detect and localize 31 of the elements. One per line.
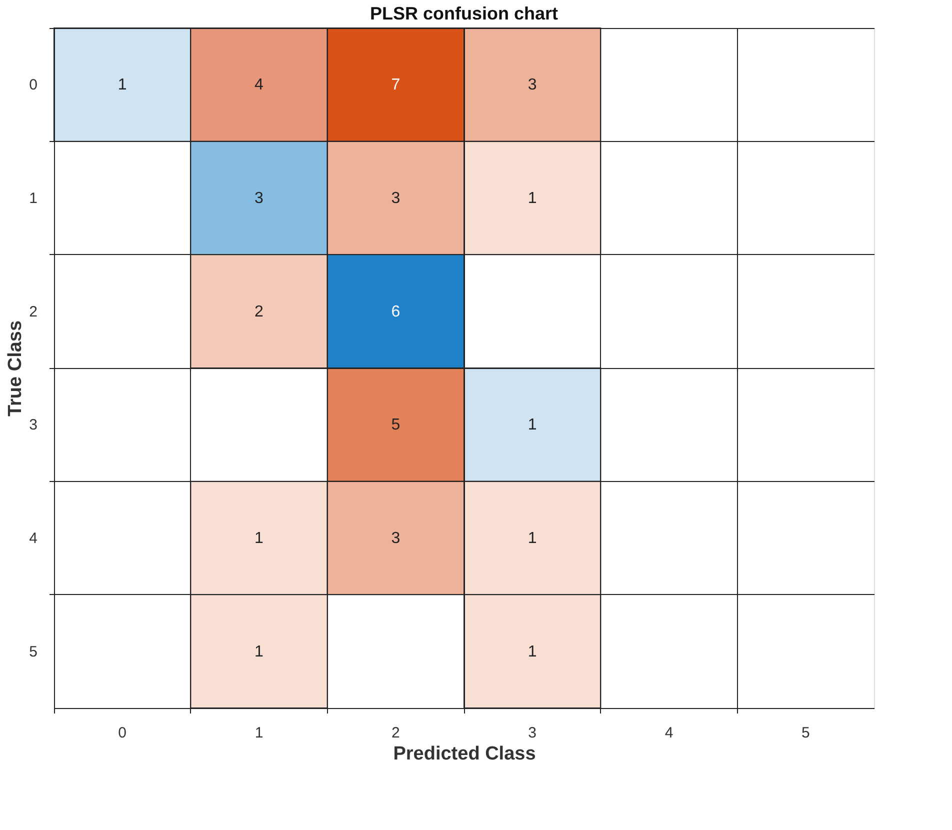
x-tick-label: 4 bbox=[664, 724, 674, 742]
x-tick-label: 0 bbox=[118, 724, 127, 742]
y-tick-label: 2 bbox=[29, 303, 38, 320]
y-tick-label: 1 bbox=[29, 190, 38, 207]
data-label: 1 bbox=[528, 530, 537, 547]
data-label: 4 bbox=[254, 76, 264, 94]
data-label: 1 bbox=[528, 416, 537, 434]
data-label: 3 bbox=[391, 530, 400, 547]
data-label: 5 bbox=[391, 416, 400, 434]
data-label: 3 bbox=[528, 76, 537, 94]
x-tick-label: 3 bbox=[528, 724, 537, 742]
y-tick-label: 4 bbox=[29, 530, 38, 547]
data-label: 2 bbox=[254, 303, 264, 320]
data-label: 3 bbox=[391, 190, 400, 207]
data-label: 1 bbox=[528, 190, 537, 207]
data-label: 1 bbox=[118, 76, 127, 94]
data-label: 7 bbox=[391, 76, 400, 94]
x-tick-label: 5 bbox=[801, 724, 810, 742]
data-label: 1 bbox=[254, 530, 264, 547]
y-axis-title: True Class bbox=[5, 320, 26, 417]
x-tick-label: 1 bbox=[254, 724, 264, 742]
data-label: 6 bbox=[391, 303, 400, 320]
data-label: 1 bbox=[254, 643, 264, 660]
x-tick-label: 2 bbox=[391, 724, 400, 742]
data-label: 3 bbox=[254, 190, 264, 207]
chart-title: PLSR confusion chart bbox=[370, 4, 558, 24]
y-tick-label: 5 bbox=[29, 643, 38, 660]
data-label: 1 bbox=[528, 643, 537, 660]
x-axis-title: Predicted Class bbox=[393, 744, 536, 764]
y-tick-label: 0 bbox=[29, 76, 38, 94]
y-tick-label: 3 bbox=[29, 416, 38, 434]
